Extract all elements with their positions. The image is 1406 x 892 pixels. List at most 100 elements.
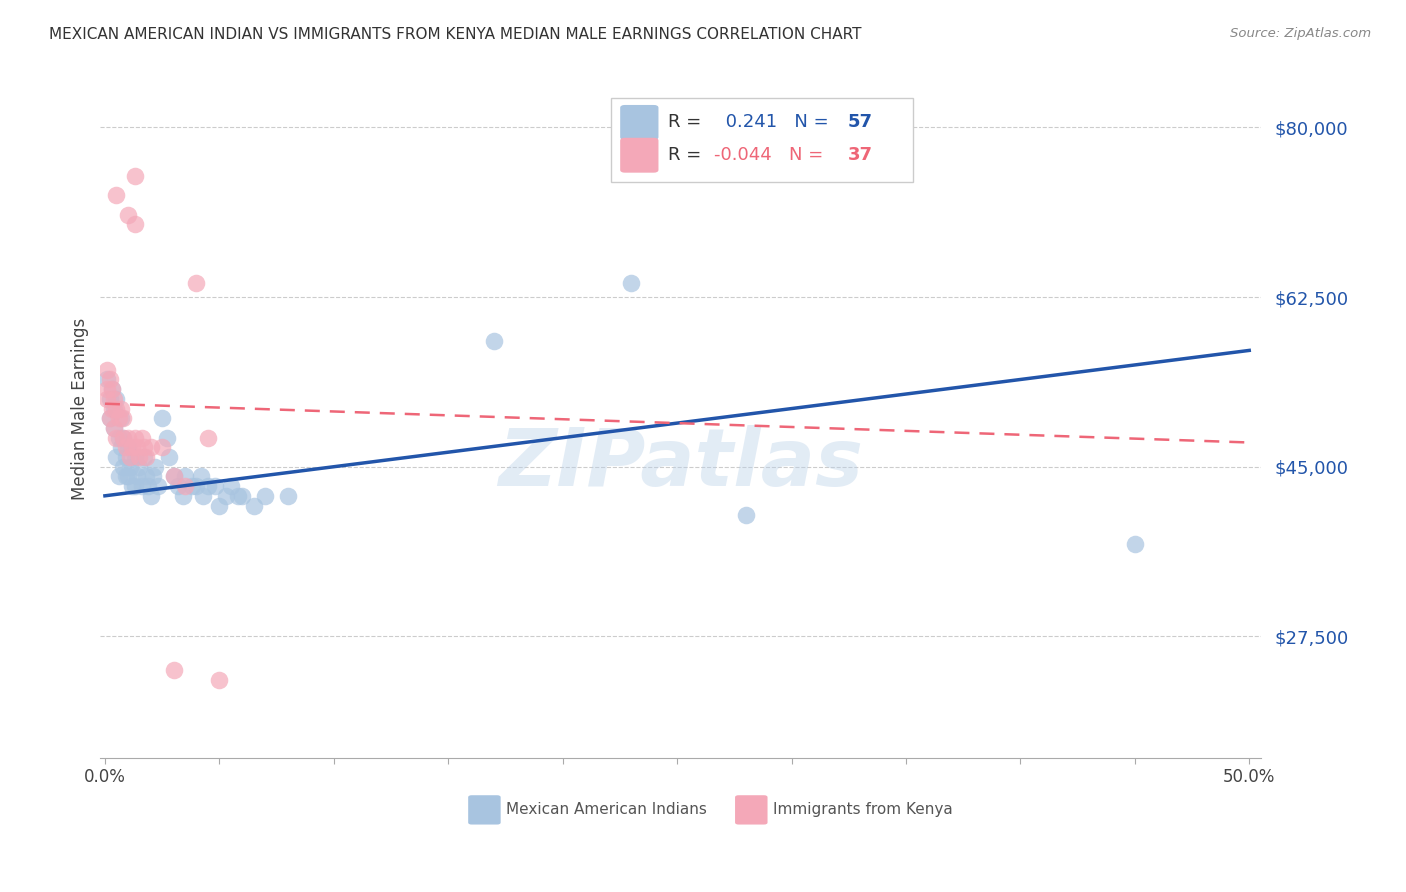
Text: ZIPatlas: ZIPatlas: [498, 425, 863, 503]
Point: [128, 450, 150, 464]
Point: [107, 431, 129, 445]
Point: [231, 489, 253, 503]
Point: [114, 441, 136, 455]
Point: [277, 489, 299, 503]
Point: [162, 469, 184, 483]
Point: [101, 382, 124, 396]
Point: [226, 489, 249, 503]
Point: [146, 479, 169, 493]
Point: [117, 208, 139, 222]
Point: [242, 499, 264, 513]
Text: Immigrants from Kenya: Immigrants from Kenya: [773, 803, 953, 817]
Point: [103, 421, 125, 435]
Point: [150, 441, 173, 455]
Point: [121, 479, 143, 493]
Point: [132, 450, 155, 464]
Text: 37: 37: [848, 146, 873, 164]
Point: [114, 469, 136, 483]
Text: R =: R =: [668, 113, 713, 131]
Point: [114, 450, 136, 464]
Point: [124, 169, 146, 183]
Point: [482, 334, 505, 348]
FancyBboxPatch shape: [620, 105, 658, 140]
Point: [1123, 537, 1146, 551]
Point: [132, 441, 155, 455]
Point: [139, 441, 162, 455]
Point: [172, 489, 194, 503]
Point: [117, 441, 139, 455]
Point: [105, 401, 128, 416]
Point: [156, 431, 179, 445]
Point: [117, 431, 139, 445]
Point: [96, 372, 118, 386]
Point: [121, 441, 143, 455]
Text: Source: ZipAtlas.com: Source: ZipAtlas.com: [1230, 27, 1371, 40]
Point: [98, 411, 121, 425]
Point: [197, 431, 219, 445]
Point: [186, 479, 208, 493]
FancyBboxPatch shape: [610, 98, 912, 182]
Text: Mexican American Indians: Mexican American Indians: [506, 803, 707, 817]
Point: [219, 479, 242, 493]
Point: [131, 431, 153, 445]
Point: [150, 411, 173, 425]
Point: [107, 469, 129, 483]
Point: [105, 392, 128, 406]
FancyBboxPatch shape: [468, 796, 501, 824]
Point: [197, 479, 219, 493]
Point: [103, 421, 125, 435]
Point: [138, 479, 160, 493]
Point: [120, 459, 142, 474]
Text: 57: 57: [848, 113, 873, 131]
Point: [125, 469, 148, 483]
Point: [142, 469, 165, 483]
Point: [101, 382, 124, 396]
Text: MEXICAN AMERICAN INDIAN VS IMMIGRANTS FROM KENYA MEDIAN MALE EARNINGS CORRELATIO: MEXICAN AMERICAN INDIAN VS IMMIGRANTS FR…: [49, 27, 862, 42]
Point: [215, 489, 238, 503]
Point: [734, 508, 756, 523]
Point: [96, 382, 118, 396]
Point: [193, 489, 215, 503]
Point: [98, 372, 121, 386]
Point: [103, 392, 125, 406]
Point: [98, 411, 121, 425]
Point: [620, 276, 643, 290]
Point: [120, 450, 142, 464]
Point: [124, 450, 146, 464]
Y-axis label: Median Male Earnings: Median Male Earnings: [72, 318, 89, 500]
Point: [112, 459, 135, 474]
Point: [190, 469, 212, 483]
Point: [96, 392, 118, 406]
Point: [110, 401, 132, 416]
FancyBboxPatch shape: [620, 137, 658, 173]
Point: [107, 411, 129, 425]
Point: [135, 450, 157, 464]
Point: [139, 489, 162, 503]
Point: [204, 479, 226, 493]
FancyBboxPatch shape: [735, 796, 768, 824]
Point: [254, 489, 277, 503]
Point: [101, 401, 124, 416]
Point: [96, 363, 118, 377]
Point: [143, 459, 166, 474]
Point: [157, 450, 180, 464]
Point: [98, 392, 121, 406]
Point: [117, 469, 139, 483]
Point: [103, 401, 125, 416]
Point: [112, 431, 135, 445]
Point: [135, 469, 157, 483]
Point: [110, 411, 132, 425]
Point: [105, 431, 128, 445]
Point: [128, 459, 150, 474]
Text: -0.044   N =: -0.044 N =: [714, 146, 830, 164]
Point: [180, 479, 202, 493]
Point: [105, 188, 128, 202]
Point: [124, 218, 146, 232]
Point: [125, 441, 148, 455]
Point: [124, 479, 146, 493]
Text: R =: R =: [668, 146, 707, 164]
Point: [112, 431, 135, 445]
Text: 0.241   N =: 0.241 N =: [720, 113, 834, 131]
Point: [110, 441, 132, 455]
Point: [186, 276, 208, 290]
